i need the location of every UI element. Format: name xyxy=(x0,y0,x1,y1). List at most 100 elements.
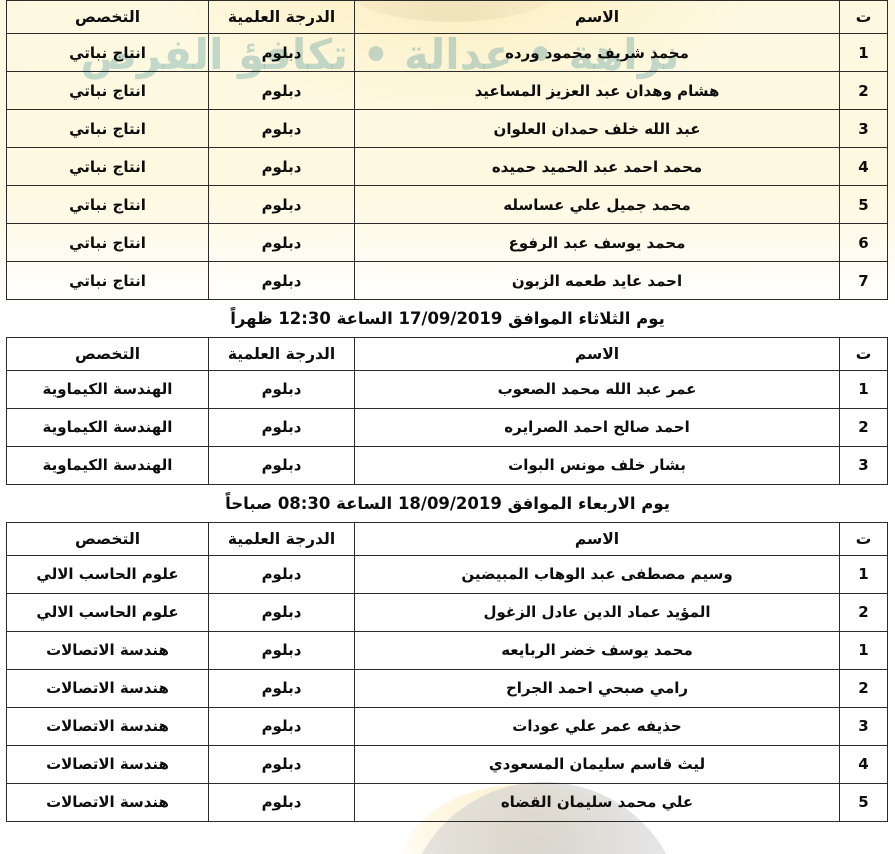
row-degree-cell: دبلوم xyxy=(208,782,355,822)
row-name-cell: محمد يوسف خضر الربايعه xyxy=(354,630,840,670)
row-degree-cell: دبلوم xyxy=(208,109,355,148)
row-index-cell: 2 xyxy=(839,668,888,708)
row-degree-cell: دبلوم xyxy=(208,147,355,186)
row-index-cell: 5 xyxy=(839,782,888,822)
table-row: 1 وسيم مصطفى عبد الوهاب المبيضين دبلوم علوم… xyxy=(6,554,888,594)
row-index-cell: 2 xyxy=(839,407,888,447)
table-header-row: ت الاسم الدرجة العلمية التخصص xyxy=(6,0,888,34)
table-row: 3 حذيفه عمر علي عودات دبلوم هندسة الاتصالات xyxy=(6,706,888,746)
row-specialty-cell: انتاج نباتي xyxy=(6,261,209,300)
row-degree-cell: دبلوم xyxy=(208,261,355,300)
row-index-cell: 7 xyxy=(839,261,888,300)
row-degree-cell: دبلوم xyxy=(208,369,355,409)
column-header-specialty: التخصص xyxy=(6,521,209,556)
row-name-cell: محمد جميل علي عساسله xyxy=(354,185,840,224)
row-specialty-cell: انتاج نباتي xyxy=(6,109,209,148)
table-row: 2 المؤيد عماد الدين عادل الزغول دبلوم علوم … xyxy=(6,592,888,632)
column-header-degree: الدرجة العلمية xyxy=(208,336,355,371)
row-degree-cell: دبلوم xyxy=(208,630,355,670)
table-row: 7 احمد عايد طعمه الزبون دبلوم انتاج نباتي xyxy=(6,261,888,300)
row-specialty-cell: علوم الحاسب الالي xyxy=(6,592,209,632)
row-specialty-cell: الهندسة الكيماوية xyxy=(6,445,209,485)
row-index-cell: 1 xyxy=(839,554,888,594)
row-name-cell: المؤيد عماد الدين عادل الزغول xyxy=(354,592,840,632)
table-row: 1 عمر عبد الله محمد الصعوب دبلوم الهندسة ال… xyxy=(6,369,888,409)
column-header-index: ت xyxy=(839,336,888,371)
table-row: 3 عبد الله خلف حمدان العلوان دبلوم انتاج نب… xyxy=(6,109,888,148)
table-header-row: ت الاسم الدرجة العلمية التخصص xyxy=(6,336,888,371)
column-header-name: الاسم xyxy=(354,336,840,371)
table-wrapper: ت الاسم الدرجة العلمية التخصص 1 وسيم مصطفى عب… xyxy=(0,521,895,822)
row-index-cell: 1 xyxy=(839,369,888,409)
row-specialty-cell: انتاج نباتي xyxy=(6,33,209,72)
candidates-table: ت الاسم الدرجة العلمية التخصص 1 وسيم مصطفى عب… xyxy=(6,521,888,822)
row-index-cell: 2 xyxy=(839,592,888,632)
row-name-cell: محمد يوسف عبد الرفوع xyxy=(354,223,840,262)
row-name-cell: احمد صالح احمد الصرايره xyxy=(354,407,840,447)
row-name-cell: وسيم مصطفى عبد الوهاب المبيضين xyxy=(354,554,840,594)
row-name-cell: عبد الله خلف حمدان العلوان xyxy=(354,109,840,148)
candidates-table: ت الاسم الدرجة العلمية التخصص 1 عمر عبد الله … xyxy=(6,336,888,485)
section-heading: يوم الاربعاء الموافق 18/09/2019 الساعة 0… xyxy=(225,493,670,513)
row-name-cell: احمد عايد طعمه الزبون xyxy=(354,261,840,300)
sections-container: ت الاسم الدرجة العلمية التخصص 1 محمد شريف محم… xyxy=(0,0,895,822)
table-row: 6 محمد يوسف عبد الرفوع دبلوم انتاج نباتي xyxy=(6,223,888,262)
table-row: 2 احمد صالح احمد الصرايره دبلوم الهندسة الك… xyxy=(6,407,888,447)
row-index-cell: 2 xyxy=(839,71,888,110)
row-name-cell: محمد شريف محمود ورده xyxy=(354,33,840,72)
column-header-degree: الدرجة العلمية xyxy=(208,521,355,556)
row-specialty-cell: هندسة الاتصالات xyxy=(6,706,209,746)
column-header-name: الاسم xyxy=(354,0,840,34)
row-index-cell: 3 xyxy=(839,109,888,148)
row-index-cell: 1 xyxy=(839,630,888,670)
row-degree-cell: دبلوم xyxy=(208,744,355,784)
row-specialty-cell: الهندسة الكيماوية xyxy=(6,369,209,409)
row-degree-cell: دبلوم xyxy=(208,706,355,746)
row-specialty-cell: انتاج نباتي xyxy=(6,185,209,224)
row-index-cell: 3 xyxy=(839,706,888,746)
row-specialty-cell: هندسة الاتصالات xyxy=(6,668,209,708)
row-degree-cell: دبلوم xyxy=(208,33,355,72)
row-specialty-cell: انتاج نباتي xyxy=(6,147,209,186)
row-name-cell: حذيفه عمر علي عودات xyxy=(354,706,840,746)
table-row: 5 محمد جميل علي عساسله دبلوم انتاج نباتي xyxy=(6,185,888,224)
row-index-cell: 4 xyxy=(839,744,888,784)
row-specialty-cell: علوم الحاسب الالي xyxy=(6,554,209,594)
candidates-table: ت الاسم الدرجة العلمية التخصص 1 محمد شريف محم… xyxy=(6,0,888,300)
table-row: 5 علي محمد سليمان القضاه دبلوم هندسة الاتصا… xyxy=(6,782,888,822)
row-index-cell: 6 xyxy=(839,223,888,262)
column-header-index: ت xyxy=(839,521,888,556)
row-specialty-cell: انتاج نباتي xyxy=(6,71,209,110)
row-name-cell: عمر عبد الله محمد الصعوب xyxy=(354,369,840,409)
column-header-name: الاسم xyxy=(354,521,840,556)
row-degree-cell: دبلوم xyxy=(208,592,355,632)
row-degree-cell: دبلوم xyxy=(208,407,355,447)
row-specialty-cell: هندسة الاتصالات xyxy=(6,744,209,784)
table-header-row: ت الاسم الدرجة العلمية التخصص xyxy=(6,521,888,556)
row-index-cell: 5 xyxy=(839,185,888,224)
row-degree-cell: دبلوم xyxy=(208,185,355,224)
table-row: 1 محمد شريف محمود ورده دبلوم انتاج نباتي xyxy=(6,33,888,72)
row-index-cell: 1 xyxy=(839,33,888,72)
row-specialty-cell: هندسة الاتصالات xyxy=(6,782,209,822)
table-row: 2 رامي صبحي احمد الجراح دبلوم هندسة الاتصال… xyxy=(6,668,888,708)
row-name-cell: هشام وهدان عبد العزيز المساعيد xyxy=(354,71,840,110)
column-header-specialty: التخصص xyxy=(6,0,209,34)
row-name-cell: بشار خلف مونس البوات xyxy=(354,445,840,485)
row-index-cell: 3 xyxy=(839,445,888,485)
section-heading: يوم الثلاثاء الموافق 17/09/2019 الساعة 1… xyxy=(230,309,665,328)
row-name-cell: ليث قاسم سليمان المسعودي xyxy=(354,744,840,784)
column-header-specialty: التخصص xyxy=(6,336,209,371)
table-row: 1 محمد يوسف خضر الربايعه دبلوم هندسة الاتصا… xyxy=(6,630,888,670)
table-row: 3 بشار خلف مونس البوات دبلوم الهندسة الكيما… xyxy=(6,445,888,485)
row-specialty-cell: هندسة الاتصالات xyxy=(6,630,209,670)
row-degree-cell: دبلوم xyxy=(208,554,355,594)
table-wrapper: ت الاسم الدرجة العلمية التخصص 1 محمد شريف محم… xyxy=(0,0,895,300)
row-degree-cell: دبلوم xyxy=(208,71,355,110)
table-row: 4 محمد احمد عبد الحميد حميده دبلوم انتاج نب… xyxy=(6,147,888,186)
table-wrapper: ت الاسم الدرجة العلمية التخصص 1 عمر عبد الله … xyxy=(0,336,895,485)
row-index-cell: 4 xyxy=(839,147,888,186)
document-content: ت الاسم الدرجة العلمية التخصص 1 محمد شريف محم… xyxy=(0,0,895,822)
column-header-index: ت xyxy=(839,0,888,34)
